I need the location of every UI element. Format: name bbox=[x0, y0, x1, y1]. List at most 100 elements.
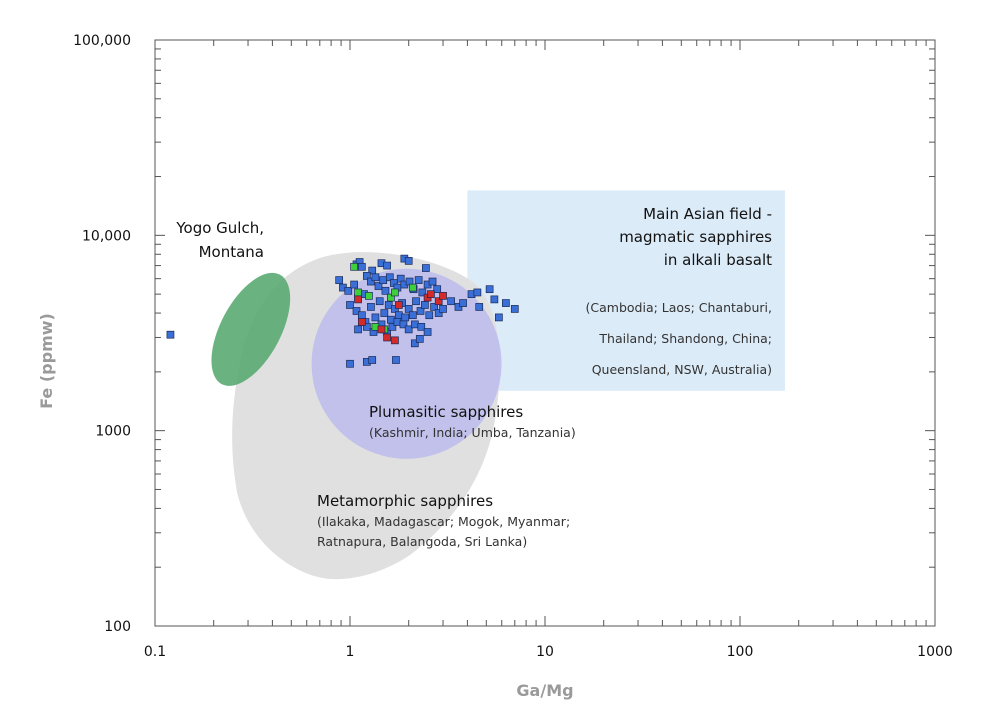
data-point-blue-3 bbox=[368, 356, 377, 364]
data-point-blue-9 bbox=[357, 262, 366, 271]
data-point-blue-19 bbox=[350, 280, 358, 289]
data-point-green-7 bbox=[408, 283, 417, 292]
data-point-blue-83 bbox=[495, 313, 503, 322]
data-point-blue-4 bbox=[392, 356, 400, 364]
data-point-blue-75 bbox=[447, 297, 455, 306]
data-point-blue-15 bbox=[422, 264, 430, 272]
data-point-blue-79 bbox=[473, 288, 482, 297]
data-point-blue-22 bbox=[362, 272, 371, 280]
data-point-blue-84 bbox=[502, 299, 510, 307]
data-point-blue-41 bbox=[352, 307, 361, 315]
data-point-blue-40 bbox=[346, 301, 354, 309]
plumasitic-field-label-sub: (Kashmir, India; Umba, Tanzania) bbox=[369, 425, 576, 440]
data-point-blue-57 bbox=[416, 307, 425, 315]
data-point-blue-49 bbox=[387, 315, 395, 324]
data-point-blue-82 bbox=[490, 295, 499, 304]
data-point-blue-63 bbox=[354, 325, 362, 334]
data-point-green-0 bbox=[350, 262, 358, 271]
data-point-blue-14 bbox=[404, 257, 413, 265]
data-point-blue-42 bbox=[357, 311, 366, 320]
data-point-blue-12 bbox=[383, 261, 391, 270]
data-point-blue-68 bbox=[388, 323, 397, 331]
data-point-blue-55 bbox=[408, 311, 417, 320]
x-tick-label: 10 bbox=[536, 644, 554, 660]
data-point-blue-45 bbox=[371, 313, 380, 322]
data-point-red-1 bbox=[357, 318, 366, 326]
data-point-blue-38 bbox=[428, 277, 437, 286]
y-axis-title: Fe (ppmw) bbox=[37, 313, 56, 409]
data-point-blue-25 bbox=[374, 282, 383, 290]
data-point-blue-47 bbox=[380, 309, 389, 317]
data-point-blue-58 bbox=[420, 301, 429, 309]
y-tick-label: 100 bbox=[104, 619, 131, 635]
data-point-blue-36 bbox=[418, 288, 427, 297]
x-tick-label: 100 bbox=[727, 644, 754, 660]
data-point-blue-54 bbox=[404, 305, 413, 313]
x-tick-label: 1 bbox=[346, 644, 355, 660]
data-point-red-3 bbox=[383, 333, 391, 342]
x-tick-label: 0.1 bbox=[144, 644, 166, 660]
asian-field-label-sub: (Cambodia; Laos; Chantaburi, bbox=[586, 300, 772, 315]
data-point-blue-71 bbox=[404, 325, 413, 334]
axes-layer: 0.1 1 10 100 1000 100 1000 10,000 100,000 Ga/Mg Fe… bbox=[37, 33, 953, 700]
data-point-blue-56 bbox=[412, 297, 420, 306]
asian-field-label-sub: Queensland, NSW, Australia) bbox=[592, 362, 772, 377]
data-point-blue-48 bbox=[384, 301, 393, 309]
data-point-blue-46 bbox=[375, 297, 384, 306]
data-point-green-5 bbox=[387, 293, 395, 302]
y-tick-label: 10,000 bbox=[82, 228, 131, 244]
data-point-blue-76 bbox=[454, 303, 463, 311]
data-point-blue-72 bbox=[410, 320, 419, 329]
data-point-blue-74 bbox=[423, 328, 432, 336]
data-point-blue-39 bbox=[433, 285, 442, 294]
data-point-blue-51 bbox=[394, 311, 403, 320]
data-point-blue-44 bbox=[367, 303, 375, 311]
data-point-red-0 bbox=[354, 295, 362, 304]
data-point-red-7 bbox=[427, 290, 435, 298]
data-point-red-9 bbox=[439, 291, 447, 300]
y-tick-label: 1000 bbox=[95, 424, 131, 440]
data-point-blue-5 bbox=[410, 339, 419, 348]
data-point-blue-61 bbox=[434, 309, 443, 317]
yogo-field-region bbox=[211, 272, 291, 386]
data-point-blue-70 bbox=[399, 320, 408, 329]
x-axis-title: Ga/Mg bbox=[516, 681, 573, 700]
data-point-blue-26 bbox=[379, 276, 388, 284]
metamorphic-field-label-title: Metamorphic sapphires bbox=[317, 492, 493, 510]
data-point-blue-24 bbox=[371, 273, 380, 282]
data-point-red-8 bbox=[434, 297, 443, 306]
data-point-blue-0 bbox=[166, 330, 175, 339]
x-tick-label: 1000 bbox=[917, 644, 953, 660]
data-point-green-2 bbox=[365, 291, 373, 300]
data-point-red-2 bbox=[377, 325, 386, 334]
data-point-red-4 bbox=[391, 336, 399, 345]
data-point-blue-64 bbox=[362, 323, 371, 331]
data-point-blue-1 bbox=[346, 359, 354, 368]
data-point-blue-16 bbox=[335, 276, 344, 284]
metamorphic-field-label-sub: Ratnapura, Balangoda, Sri Lanka) bbox=[317, 534, 527, 549]
y-tick-label: 100,000 bbox=[73, 33, 131, 49]
data-point-blue-18 bbox=[344, 286, 353, 295]
yogo-field-label-title: Yogo Gulch, bbox=[175, 219, 264, 237]
data-point-green-6 bbox=[391, 288, 399, 297]
data-point-blue-80 bbox=[475, 303, 484, 311]
asian-field-label-sub: Thailand; Shandong, China; bbox=[598, 331, 772, 346]
data-point-blue-23 bbox=[367, 277, 375, 286]
asian-field-label-title: magmatic sapphires bbox=[619, 228, 772, 246]
data-point-red-5 bbox=[394, 301, 403, 309]
asian-field-region bbox=[467, 190, 785, 391]
data-point-blue-50 bbox=[391, 305, 399, 313]
data-point-blue-85 bbox=[510, 305, 519, 313]
data-point-blue-60 bbox=[430, 303, 438, 311]
points-layer bbox=[166, 254, 519, 368]
data-point-blue-27 bbox=[381, 286, 390, 295]
data-point-blue-77 bbox=[459, 299, 467, 307]
data-point-blue-53 bbox=[401, 313, 410, 322]
data-point-green-1 bbox=[354, 288, 362, 297]
data-point-blue-35 bbox=[414, 276, 423, 284]
plumasitic-field-label-title: Plumasitic sapphires bbox=[369, 403, 523, 421]
data-point-blue-6 bbox=[415, 335, 424, 343]
data-point-blue-81 bbox=[485, 285, 494, 294]
data-point-blue-73 bbox=[417, 323, 426, 331]
